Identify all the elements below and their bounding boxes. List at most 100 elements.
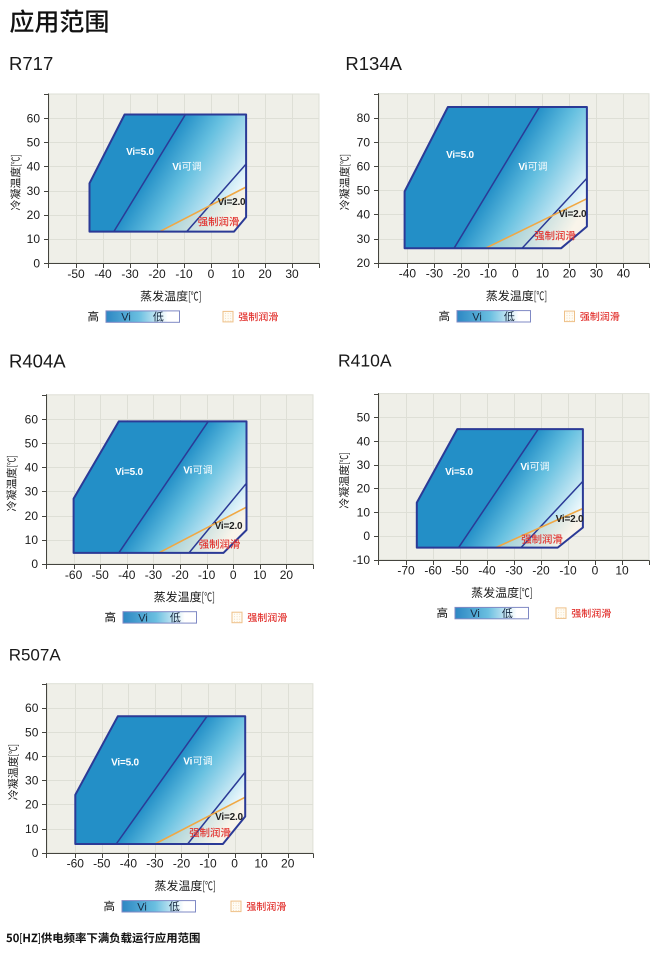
svg-text:R717: R717 [9,53,53,74]
svg-text:-20: -20 [148,267,166,281]
svg-text:10: 10 [231,267,245,281]
svg-text:60: 60 [357,159,371,173]
svg-text:-40: -40 [120,857,138,871]
svg-text:Vi=2.0: Vi=2.0 [218,197,246,208]
svg-text:10: 10 [25,822,39,836]
svg-text:60: 60 [25,412,39,426]
svg-text:50: 50 [357,184,371,198]
svg-text:0: 0 [363,529,370,543]
svg-text:Vi: Vi [121,312,131,324]
svg-text:-10: -10 [480,267,498,281]
svg-text:-30: -30 [426,267,444,281]
svg-text:40: 40 [357,208,371,222]
svg-text:50: 50 [25,436,39,450]
svg-text:50: 50 [27,136,41,150]
svg-text:0: 0 [592,564,599,578]
svg-text:30: 30 [590,267,604,281]
svg-text:Vi=2.0: Vi=2.0 [215,812,243,823]
svg-text:30: 30 [357,458,371,472]
svg-text:0: 0 [31,557,38,571]
svg-text:Vi: Vi [470,608,480,620]
svg-text:-70: -70 [397,564,415,578]
svg-text:20: 20 [281,857,295,871]
svg-text:-10: -10 [198,568,216,582]
svg-text:-50: -50 [67,267,85,281]
svg-text:20: 20 [25,798,39,812]
svg-text:10: 10 [25,533,39,547]
svg-text:20: 20 [258,267,272,281]
svg-text:Vi=2.0: Vi=2.0 [559,209,587,220]
svg-text:-10: -10 [353,553,371,567]
svg-text:-20: -20 [453,267,471,281]
svg-text:-10: -10 [199,857,217,871]
svg-text:-50: -50 [92,568,110,582]
svg-text:30: 30 [357,232,371,246]
svg-text:30: 30 [285,267,299,281]
svg-text:10: 10 [27,232,41,246]
svg-text:Vi: Vi [137,901,147,913]
svg-text:-50: -50 [93,857,111,871]
svg-text:R134A: R134A [345,53,402,74]
svg-text:60: 60 [25,701,39,715]
svg-text:R404A: R404A [9,351,66,372]
svg-text:10: 10 [615,564,629,578]
svg-text:Vi: Vi [183,756,192,767]
svg-text:60: 60 [27,112,41,126]
svg-text:40: 40 [617,267,631,281]
svg-text:Vi: Vi [518,162,527,173]
svg-text:40: 40 [25,749,39,763]
svg-text:30: 30 [27,184,41,198]
svg-text:Vi=5.0: Vi=5.0 [446,150,474,161]
svg-text:Vi=5.0: Vi=5.0 [111,758,139,769]
svg-text:-30: -30 [121,267,139,281]
svg-text:20: 20 [357,482,371,496]
svg-text:-60: -60 [424,564,442,578]
svg-text:50: 50 [357,411,371,425]
svg-text:0: 0 [33,256,40,270]
svg-text:Vi=5.0: Vi=5.0 [445,467,473,478]
svg-text:20: 20 [25,509,39,523]
svg-text:Vi=5.0: Vi=5.0 [115,467,143,478]
svg-text:50: 50 [25,725,39,739]
svg-text:Vi: Vi [520,462,529,473]
svg-text:20: 20 [27,208,41,222]
svg-text:Vi: Vi [472,311,482,323]
svg-text:0: 0 [208,267,215,281]
svg-text:-30: -30 [145,568,163,582]
svg-text:0: 0 [230,568,237,582]
svg-text:Vi=2.0: Vi=2.0 [556,514,584,525]
svg-text:-50: -50 [451,564,469,578]
svg-text:40: 40 [25,461,39,475]
svg-text:-60: -60 [67,857,85,871]
svg-text:10: 10 [254,857,268,871]
svg-text:R410A: R410A [338,351,392,371]
svg-text:Vi=2.0: Vi=2.0 [215,521,243,532]
svg-text:30: 30 [25,774,39,788]
svg-text:0: 0 [512,267,519,281]
svg-text:70: 70 [357,135,371,149]
svg-text:80: 80 [357,111,371,125]
svg-text:30: 30 [25,485,39,499]
svg-text:-40: -40 [118,568,136,582]
svg-text:R507A: R507A [9,646,62,665]
svg-text:40: 40 [357,434,371,448]
svg-text:-40: -40 [94,267,112,281]
svg-text:10: 10 [253,568,267,582]
svg-text:20: 20 [357,256,371,270]
svg-text:-30: -30 [146,857,164,871]
svg-text:-60: -60 [65,568,83,582]
svg-text:40: 40 [27,160,41,174]
svg-text:-40: -40 [399,267,417,281]
svg-text:-10: -10 [175,267,193,281]
svg-text:20: 20 [280,568,294,582]
svg-text:-40: -40 [478,564,496,578]
svg-text:-30: -30 [505,564,523,578]
svg-text:20: 20 [563,267,577,281]
svg-text:-10: -10 [559,564,577,578]
svg-text:Vi=5.0: Vi=5.0 [126,147,154,158]
svg-text:10: 10 [357,505,371,519]
svg-text:Vi: Vi [138,612,148,624]
svg-text:-20: -20 [171,568,189,582]
svg-text:0: 0 [231,857,238,871]
svg-text:Vi: Vi [172,162,181,173]
